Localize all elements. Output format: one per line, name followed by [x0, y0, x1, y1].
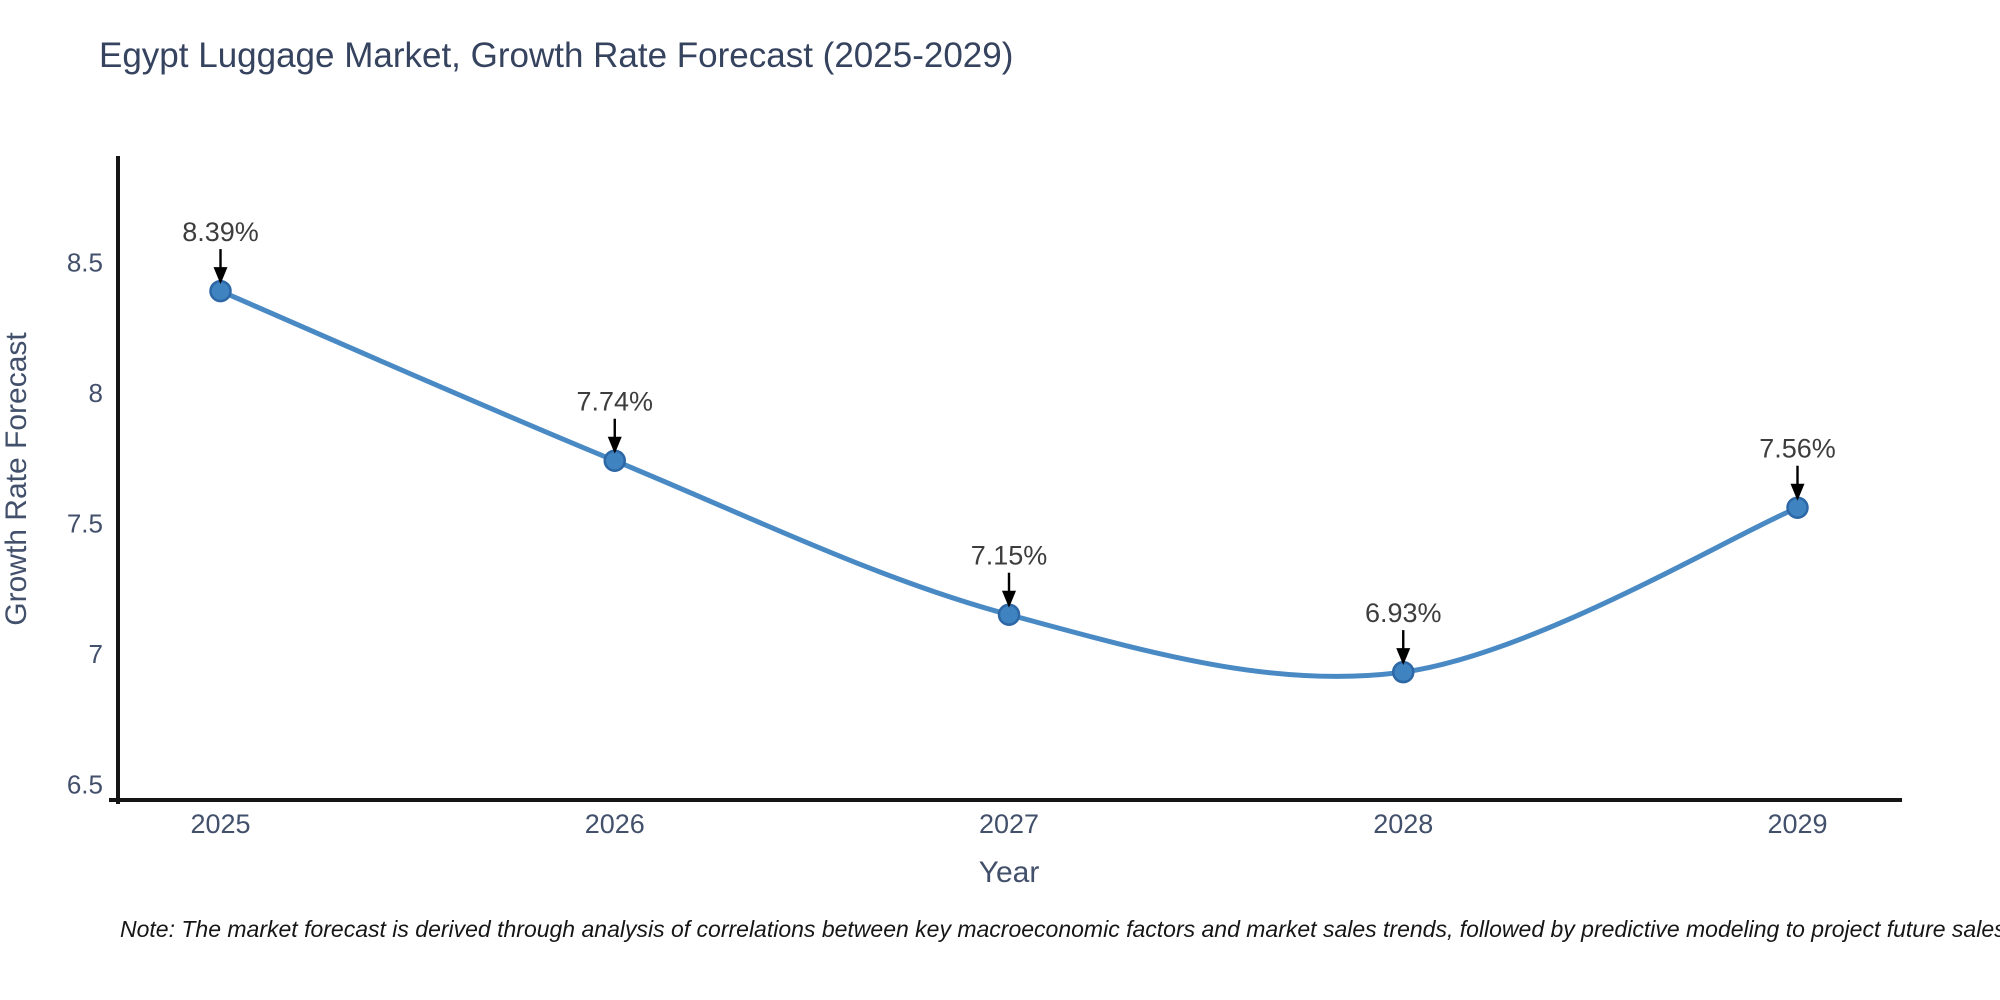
point-value-label: 7.74%: [576, 387, 653, 417]
point-value-label: 7.15%: [971, 541, 1048, 571]
x-tick-label: 2025: [190, 809, 250, 839]
y-tick-label: 7.5: [67, 508, 103, 538]
y-tick-label: 7: [89, 639, 103, 669]
y-tick-label: 6.5: [67, 769, 103, 799]
annotation-arrowhead: [1396, 648, 1411, 666]
y-tick-label: 8.5: [67, 247, 103, 277]
x-tick-label: 2026: [585, 809, 645, 839]
annotation-arrowhead: [213, 267, 228, 285]
x-tick-label: 2029: [1767, 809, 1827, 839]
y-tick-label: 8: [89, 378, 103, 408]
x-tick-label: 2028: [1373, 809, 1433, 839]
annotation-arrowhead: [1790, 483, 1805, 501]
point-value-label: 7.56%: [1759, 434, 1836, 464]
chart-title: Egypt Luggage Market, Growth Rate Foreca…: [99, 36, 1014, 75]
point-value-label: 6.93%: [1365, 598, 1442, 628]
x-axis-title: Year: [979, 856, 1040, 889]
annotation-arrowhead: [1002, 590, 1016, 608]
footnote: Note: The market forecast is derived thr…: [120, 916, 2000, 942]
y-axis-title: Growth Rate Forecast: [0, 332, 33, 626]
x-tick-label: 2027: [979, 809, 1039, 839]
point-value-label: 8.39%: [182, 217, 259, 247]
annotation-arrowhead: [607, 436, 622, 454]
axis-lines: [109, 156, 1902, 804]
